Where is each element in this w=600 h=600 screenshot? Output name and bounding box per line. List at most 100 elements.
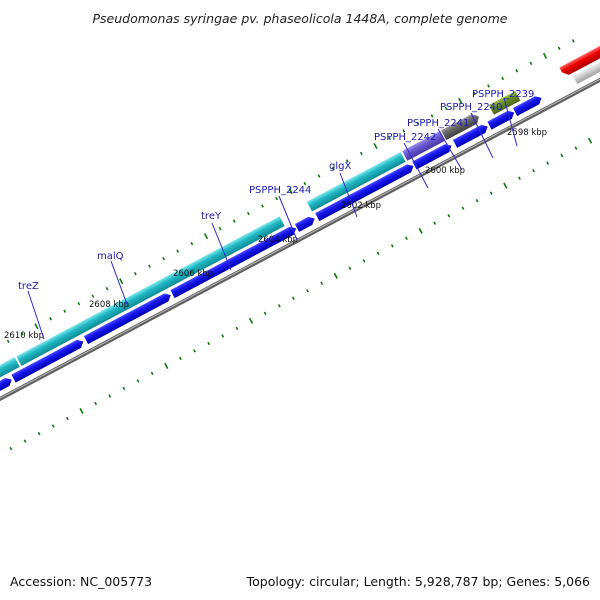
scale-tick <box>331 166 335 171</box>
scale-tick <box>472 91 476 96</box>
scale-tick <box>108 394 112 398</box>
gene-leader-line <box>437 128 463 171</box>
scale-tick <box>433 221 437 225</box>
scale-tick <box>390 244 394 248</box>
gene-label-psspph-2241[interactable]: PSPPH_2241 <box>407 118 469 129</box>
scale-tick <box>376 251 380 255</box>
cds-feature[interactable] <box>0 357 20 392</box>
kbp-label: 2606 kbp <box>173 269 213 279</box>
scale-tick <box>49 317 52 321</box>
cds-feature[interactable] <box>11 338 85 383</box>
scale-tick <box>402 129 406 133</box>
cds-feature[interactable] <box>16 216 285 366</box>
gene-label-malq[interactable]: malQ <box>97 251 124 262</box>
scale-tick <box>447 214 451 218</box>
accession-label: Accession: NC_005773 <box>10 574 152 589</box>
scale-tick <box>546 161 550 165</box>
scale-tick <box>63 309 67 313</box>
kbp-label: 2610 kbp <box>4 331 44 341</box>
scale-tick <box>489 191 493 195</box>
scale-tick <box>119 278 124 285</box>
gene-leader-line <box>470 112 494 159</box>
scale-tick <box>164 362 169 369</box>
scale-tick <box>9 446 13 451</box>
scale-tick <box>487 84 490 88</box>
gene-label-trey[interactable]: treY <box>201 211 222 222</box>
genome-backbone-highlight <box>0 69 600 418</box>
scale-tick <box>65 416 69 421</box>
kbp-label: 2600 kbp <box>425 166 465 176</box>
scale-tick <box>150 371 154 376</box>
scale-tick <box>178 356 182 361</box>
gene-leader-line <box>27 290 45 340</box>
scale-tick <box>515 69 519 73</box>
scale-tick <box>193 349 196 353</box>
cds-feature[interactable] <box>170 224 298 299</box>
cds-feature[interactable] <box>559 43 600 77</box>
scale-tick <box>133 271 137 276</box>
cds-feature[interactable] <box>441 112 481 141</box>
cds-feature[interactable] <box>512 94 544 116</box>
gene-leader-line <box>110 260 129 308</box>
cds-feature[interactable] <box>306 151 406 212</box>
gene-label-psspph-2239[interactable]: PSPPH_2239 <box>472 89 534 100</box>
scale-tick <box>348 266 352 271</box>
scale-tick <box>6 339 10 343</box>
scale-tick <box>51 424 55 428</box>
cds-feature[interactable] <box>488 90 521 115</box>
scale-tick <box>317 174 321 178</box>
strand-forward <box>0 43 600 392</box>
scale-tick <box>20 332 24 336</box>
scale-tick <box>91 294 95 298</box>
kbp-label: 2598 kbp <box>507 128 547 138</box>
gene-leader-line <box>339 172 358 218</box>
gene-label-psspph-2242[interactable]: PSPPH_2242 <box>374 132 436 143</box>
cds-feature[interactable] <box>452 123 490 148</box>
scale-tick <box>275 196 279 201</box>
kbp-label: 2604 kbp <box>258 235 298 245</box>
cds-feature[interactable] <box>294 215 317 232</box>
scale-tick <box>475 198 479 203</box>
gene-label-trez[interactable]: treZ <box>18 281 39 292</box>
scale-tick <box>560 153 564 158</box>
scale-tick <box>518 176 521 180</box>
scale-tick <box>345 159 349 163</box>
scale-tick <box>362 259 366 263</box>
scale-tick <box>207 341 211 346</box>
cds-feature[interactable] <box>315 162 415 222</box>
scale-tick <box>306 289 309 293</box>
cds-feature[interactable] <box>83 291 173 345</box>
scale-tick <box>203 233 209 240</box>
scale-tick <box>248 317 254 324</box>
cds-feature[interactable] <box>487 108 516 130</box>
scale-tick <box>587 137 593 144</box>
gene-label-glgx[interactable]: glgX <box>329 161 351 172</box>
scale-tick <box>416 121 420 126</box>
kbp-label: 2602 kbp <box>341 201 381 211</box>
gene-label-psspph-2244[interactable]: PSPPH_2244 <box>249 185 311 196</box>
scale-tick <box>246 211 250 216</box>
scale-tick <box>333 272 338 279</box>
cds-feature[interactable] <box>572 46 600 85</box>
gene-leader-line <box>503 97 518 147</box>
scale-tick <box>148 264 151 268</box>
gene-label-psspph-2240[interactable]: PSPPH_2240 <box>440 102 502 113</box>
scale-tick <box>190 241 194 246</box>
cds-feature[interactable] <box>412 142 453 170</box>
cds-feature[interactable] <box>0 376 14 403</box>
coordinate-labels: 2610 kbp 2608 kbp 2606 kbp 2604 kbp 2602… <box>4 128 547 341</box>
outer-tick-row <box>6 39 575 343</box>
scale-tick <box>221 334 225 338</box>
scale-tick <box>444 106 448 111</box>
scale-tick <box>501 76 505 81</box>
scale-tick <box>261 204 264 208</box>
cds-feature[interactable] <box>402 130 446 161</box>
scale-tick <box>105 287 109 291</box>
scale-tick <box>122 386 126 391</box>
scale-tick <box>461 206 465 210</box>
scale-tick <box>503 182 508 189</box>
map-title: Pseudomonas syringae pv. phaseolicola 14… <box>92 11 507 26</box>
scale-tick <box>574 146 578 150</box>
scale-tick <box>388 136 392 141</box>
genome-summary: Topology: circular; Length: 5,928,787 bp… <box>246 574 590 589</box>
